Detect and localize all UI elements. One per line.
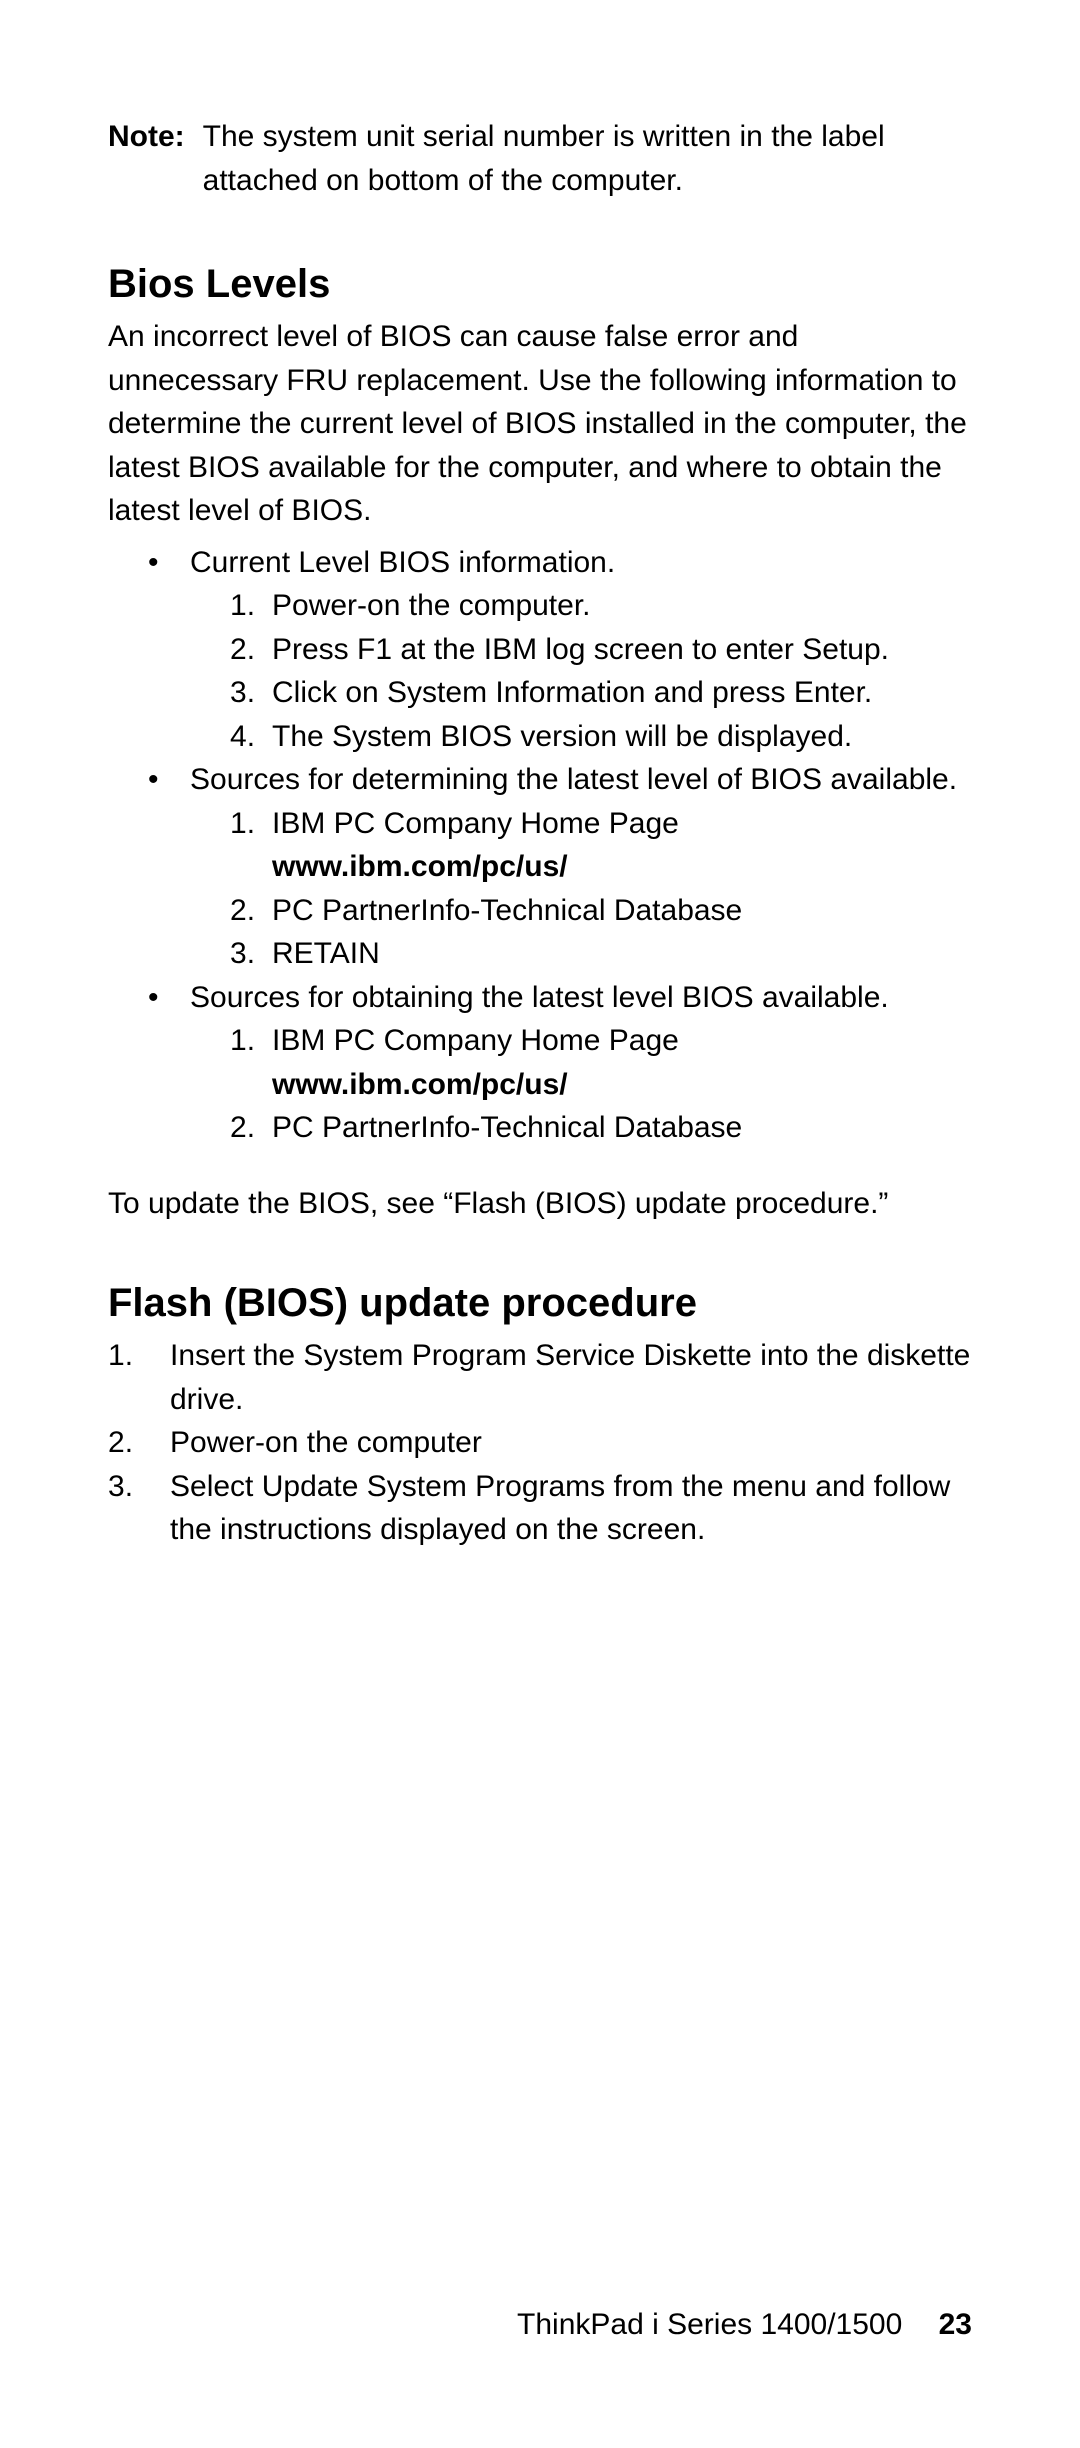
list-item: IBM PC Company Home Page www.ibm.com/pc/… (230, 1019, 972, 1106)
list-item: PC PartnerInfo-Technical Database (230, 889, 972, 933)
list-item: Click on System Information and press En… (230, 671, 972, 715)
bullet-lead: Sources for determining the latest level… (190, 763, 957, 796)
page-content: Note: The system unit serial number is w… (0, 0, 1080, 1552)
item-text: IBM PC Company Home Page (272, 1024, 679, 1057)
list-item: PC PartnerInfo-Technical Database (230, 1106, 972, 1150)
item-text: IBM PC Company Home Page (272, 807, 679, 840)
numbered-list: Power-on the computer. Press F1 at the I… (190, 584, 972, 758)
numbered-list: IBM PC Company Home Page www.ibm.com/pc/… (190, 802, 972, 976)
url-text: www.ibm.com/pc/us/ (272, 850, 568, 883)
bios-levels-intro: An incorrect level of BIOS can cause fal… (108, 315, 972, 533)
list-item: Sources for determining the latest level… (148, 758, 972, 976)
heading-bios-levels: Bios Levels (108, 262, 972, 307)
list-item: The System BIOS version will be displaye… (230, 715, 972, 759)
list-item: RETAIN (230, 932, 972, 976)
bios-bullet-list: Current Level BIOS information. Power-on… (108, 541, 972, 1150)
page-number: 23 (939, 2308, 972, 2341)
list-item: Power-on the computer (108, 1421, 972, 1465)
note-text: The system unit serial number is written… (203, 115, 972, 202)
list-item: Power-on the computer. (230, 584, 972, 628)
flash-steps: Insert the System Program Service Disket… (108, 1334, 972, 1552)
note-block: Note: The system unit serial number is w… (108, 115, 972, 202)
bullet-lead: Current Level BIOS information. (190, 546, 615, 579)
numbered-list: IBM PC Company Home Page www.ibm.com/pc/… (190, 1019, 972, 1150)
list-item: IBM PC Company Home Page www.ibm.com/pc/… (230, 802, 972, 889)
list-item: Sources for obtaining the latest level B… (148, 976, 972, 1150)
url-text: www.ibm.com/pc/us/ (272, 1068, 568, 1101)
footer-title: ThinkPad i Series 1400/1500 (517, 2308, 902, 2341)
note-label: Note: (108, 115, 203, 202)
list-item: Select Update System Programs from the m… (108, 1465, 972, 1552)
list-item: Current Level BIOS information. Power-on… (148, 541, 972, 759)
bullet-lead: Sources for obtaining the latest level B… (190, 981, 889, 1014)
list-item: Press F1 at the IBM log screen to enter … (230, 628, 972, 672)
page-footer: ThinkPad i Series 1400/1500 23 (517, 2308, 972, 2342)
bios-outro: To update the BIOS, see “Flash (BIOS) up… (108, 1182, 972, 1226)
list-item: Insert the System Program Service Disket… (108, 1334, 972, 1421)
heading-flash-procedure: Flash (BIOS) update procedure (108, 1281, 972, 1326)
